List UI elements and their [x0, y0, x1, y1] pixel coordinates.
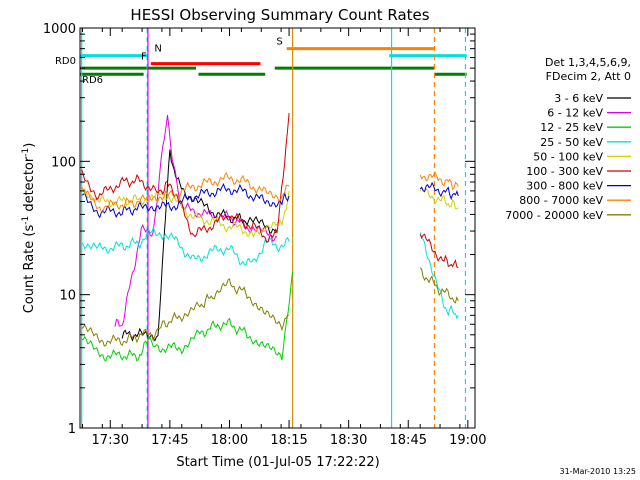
flag-label-s: S — [276, 37, 282, 48]
series-line-800-7000-kev — [81, 172, 290, 213]
series-line-100-300-kev — [419, 233, 459, 268]
series-line-7000-20000-kev — [81, 278, 290, 347]
legend-label-3-6-kev: 3 - 6 keV — [554, 92, 603, 105]
y-axis-label-main: Count Rate (s — [22, 225, 37, 314]
legend-label-300-800-kev: 300 - 800 keV — [526, 180, 603, 193]
y-axis-label: Count Rate (s-1 detector-1) — [21, 143, 37, 314]
plot-frame — [79, 27, 476, 429]
timestamp: 31-Mar-2010 13:25 — [560, 467, 637, 476]
series-line-6-12-kev — [114, 114, 278, 327]
series-line-7000-20000-kev — [419, 267, 459, 304]
legend-label-7000-20000-kev: 7000 - 20000 keV — [505, 209, 603, 222]
y-axis-ticks: 1 10 100 1000 — [43, 22, 475, 437]
y-tick-label: 100 — [51, 155, 76, 170]
legend-label-25-50-kev: 25 - 50 keV — [540, 136, 603, 149]
y-axis-label-mid: detector — [22, 156, 37, 216]
x-tick-label: 19:00 — [449, 433, 486, 448]
y-tick-label: 10 — [59, 289, 76, 304]
flag-label-n: N — [154, 44, 161, 55]
x-tick-label: 17:30 — [92, 433, 129, 448]
series-line-12-25-kev — [81, 271, 294, 362]
series-line-50-100-kev — [419, 186, 459, 210]
x-tick-label: 18:30 — [330, 433, 367, 448]
legend-label-50-100-kev: 50 - 100 keV — [533, 150, 603, 163]
y-axis-label-sup2: -1 — [21, 148, 31, 157]
series-line-25-50-kev — [419, 232, 459, 320]
x-tick-label: 17:45 — [151, 433, 188, 448]
y-axis-label-sup1: -1 — [21, 216, 31, 225]
series-lines — [81, 113, 459, 362]
legend-label-800-7000-kev: 800 - 7000 keV — [519, 194, 603, 207]
legend-label-12-25-kev: 12 - 25 keV — [540, 121, 603, 134]
x-tick-label: 18:00 — [211, 433, 248, 448]
legend-label-6-12-kev: 6 - 12 keV — [547, 107, 603, 120]
observing-flags: NF S RD0 RD6 — [55, 37, 467, 86]
legend-label-100-300-kev: 100 - 300 keV — [526, 165, 603, 178]
series-line-300-800-kev — [81, 183, 290, 219]
series-line-800-7000-kev — [419, 171, 459, 191]
legend: Det 1,3,4,5,6,9, FDecim 2, Att 0 3 - 6 k… — [505, 56, 631, 222]
y-tick-label: 1 — [68, 422, 76, 437]
legend-title-1: Det 1,3,4,5,6,9, — [545, 56, 631, 69]
x-tick-label: 18:45 — [390, 433, 427, 448]
flag-label-rd0: RD0 — [55, 56, 76, 67]
flag-label-rd6: RD6 — [82, 75, 103, 86]
y-tick-label: 1000 — [43, 22, 76, 37]
series-line-25-50-kev — [81, 227, 290, 266]
x-axis-ticks: 17:30 17:45 18:00 18:15 18:30 18:45 19:00 — [81, 28, 487, 448]
x-axis-label: Start Time (01-Jul-05 17:22:22) — [176, 455, 379, 470]
y-axis-label-end: ) — [22, 143, 37, 148]
legend-title-2: FDecim 2, Att 0 — [546, 70, 631, 83]
flag-label-f: F — [141, 52, 147, 63]
chart-title: HESSI Observing Summary Count Rates — [130, 6, 429, 24]
flag-boundary-lines — [81, 28, 467, 428]
series-line-3-6-kev — [121, 149, 278, 342]
x-tick-label: 18:15 — [270, 433, 307, 448]
series-line-100-300-kev — [81, 113, 290, 243]
series-line-300-800-kev — [419, 181, 459, 201]
